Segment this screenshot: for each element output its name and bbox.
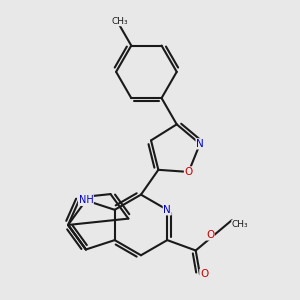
Text: CH₃: CH₃ — [232, 220, 249, 229]
Text: O: O — [184, 167, 193, 177]
Text: NH: NH — [79, 195, 93, 206]
Text: CH₃: CH₃ — [111, 16, 128, 26]
Text: N: N — [163, 205, 171, 215]
Text: O: O — [206, 230, 214, 240]
Text: N: N — [196, 139, 204, 149]
Text: O: O — [200, 269, 208, 279]
